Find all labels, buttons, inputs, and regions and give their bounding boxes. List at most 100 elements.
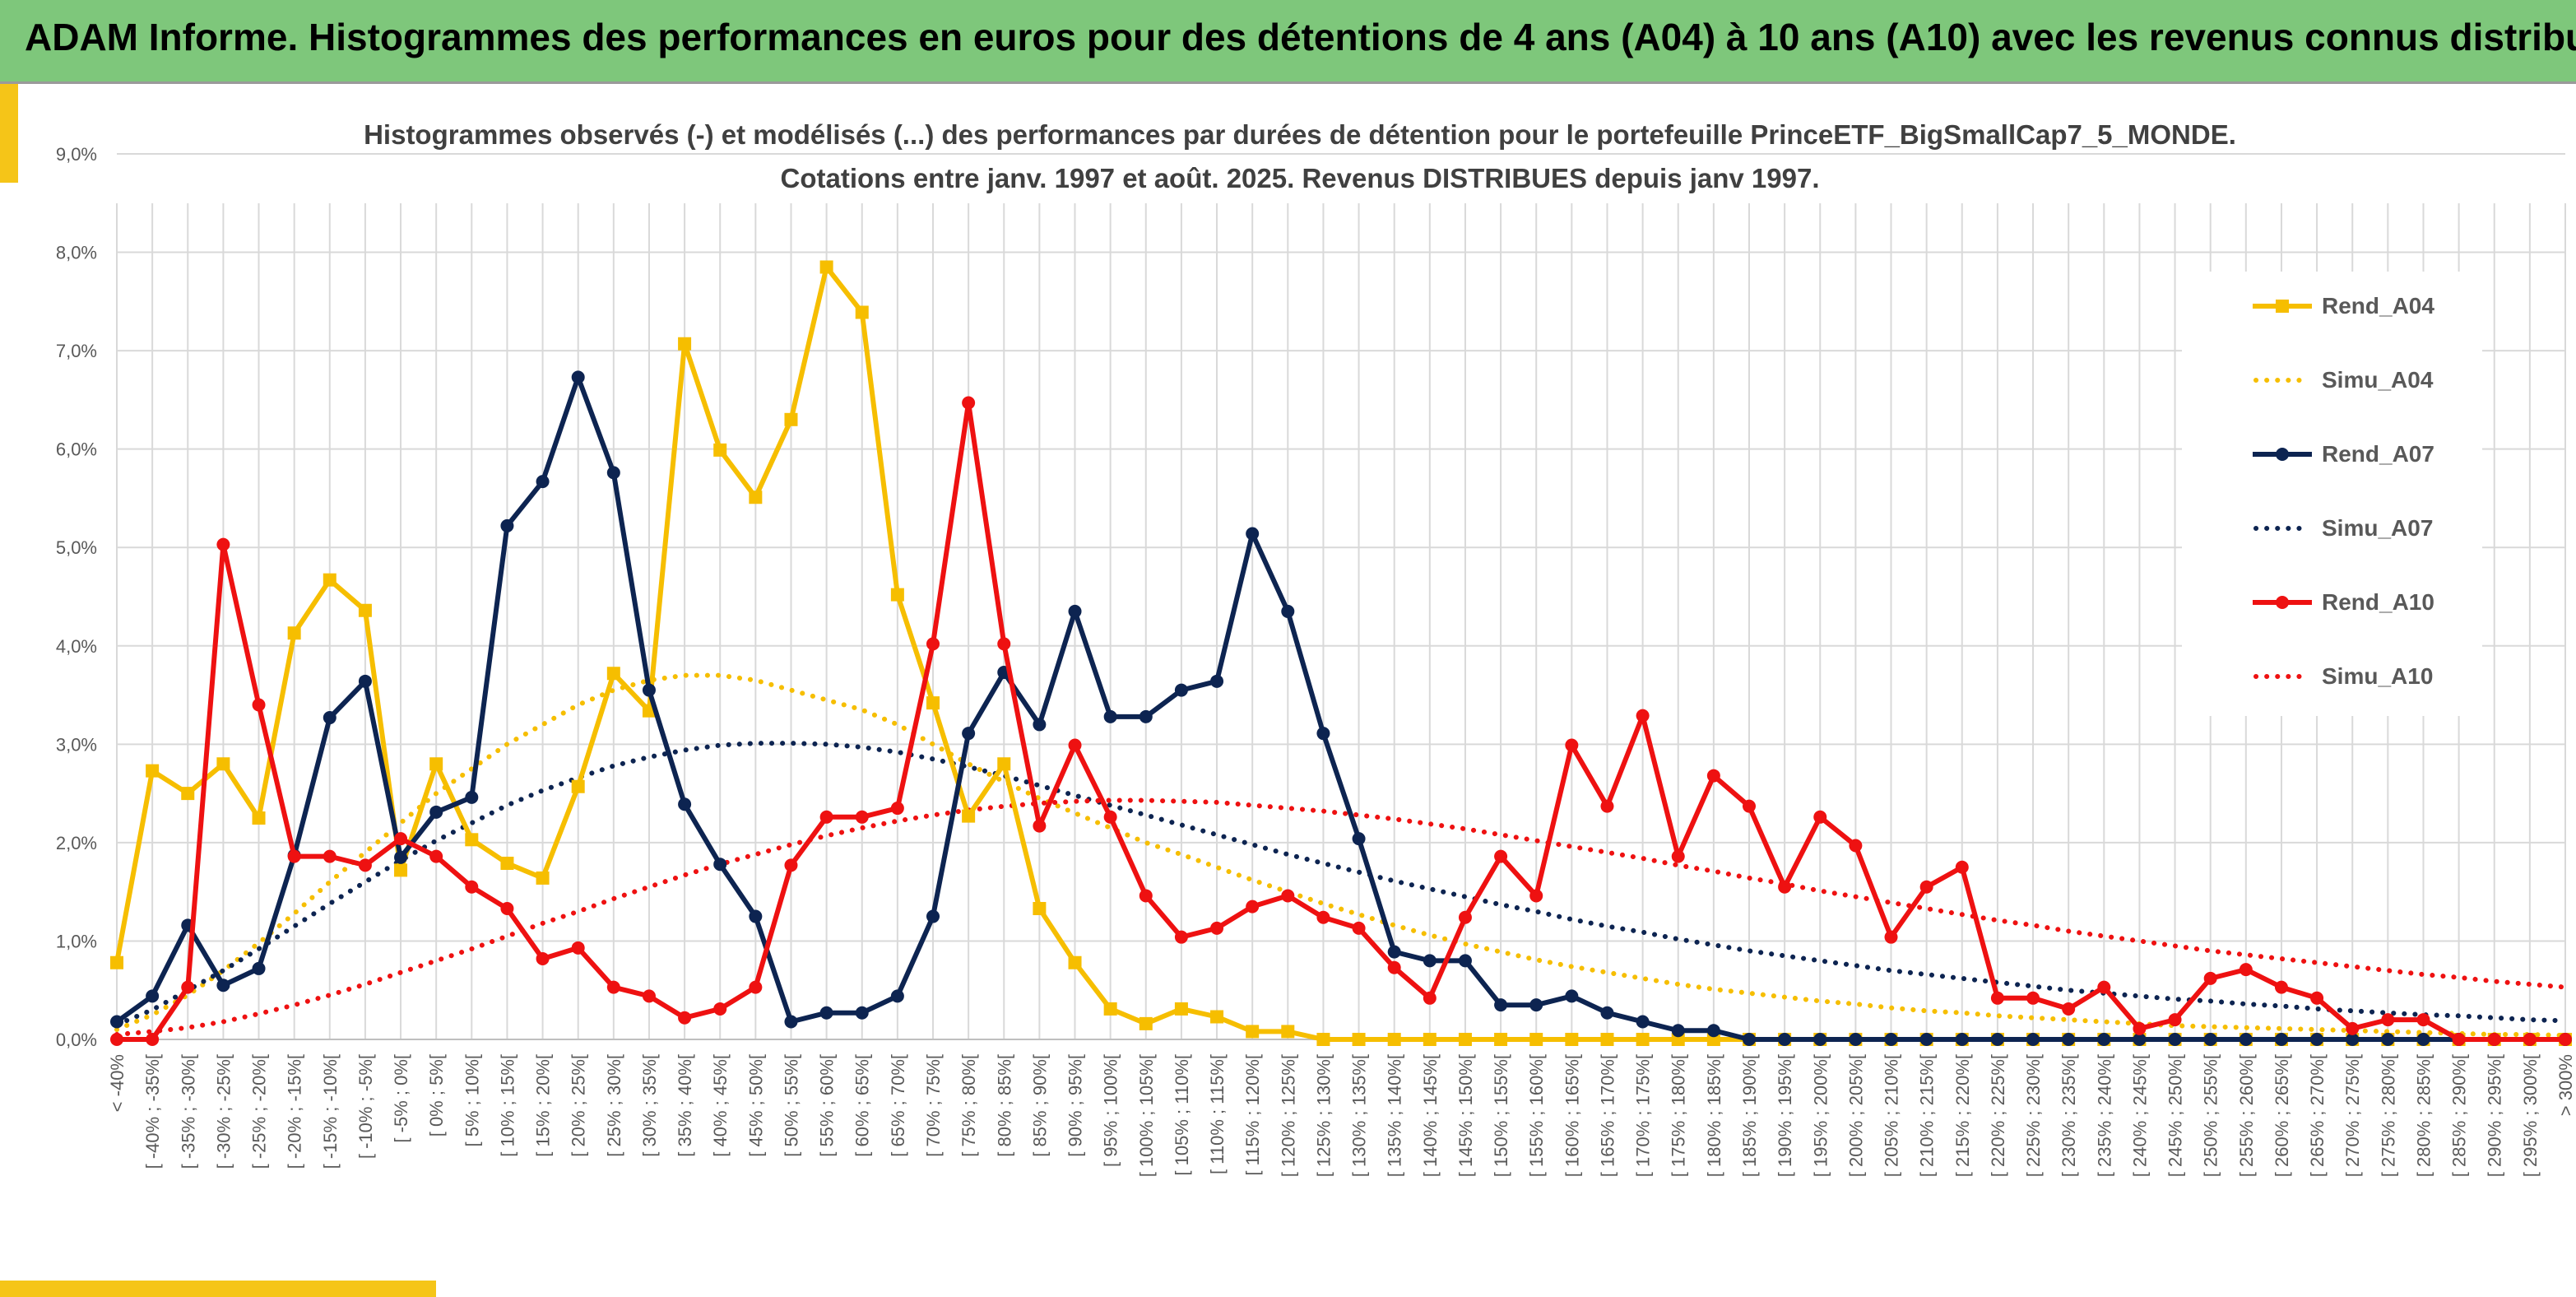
x-tick-label: [ 145% ; 150%[ (1455, 1054, 1476, 1177)
series-line (115, 374, 2565, 1042)
x-tick-label: [ 30% ; 35%[ (639, 1054, 660, 1157)
y-tick-label: 6,0% (56, 439, 97, 460)
data-point (536, 951, 550, 965)
x-tick-label: [ 55% ; 60%[ (817, 1054, 838, 1157)
data-point (606, 466, 620, 480)
data-point (713, 1002, 727, 1016)
data-point (1600, 1006, 1614, 1020)
data-point (2310, 991, 2324, 1005)
y-tick-label: 0,0% (56, 1030, 97, 1050)
data-point (1849, 839, 1863, 853)
x-tick-label: [ 45% ; 50%[ (745, 1054, 766, 1157)
data-point (819, 260, 833, 274)
x-tick-label: [ 245% ; 250%[ (2165, 1054, 2186, 1177)
data-point (749, 909, 763, 923)
accent-bar-bottom (0, 1281, 436, 1297)
data-point (1565, 1033, 1579, 1046)
data-point (2239, 1033, 2253, 1046)
x-tick-label: [ 190% ; 195%[ (1775, 1054, 1795, 1177)
legend-marker (2276, 596, 2289, 609)
x-tick-label: [ 115% ; 120%[ (1242, 1054, 1263, 1176)
series-line (117, 400, 2565, 1042)
data-point (571, 941, 585, 955)
data-point (784, 412, 798, 426)
data-point (1884, 930, 1898, 944)
x-tick-label: [ 85% ; 90%[ (1029, 1054, 1050, 1157)
x-axis: < -40% [ -40% ; -35%[[ -35% ; -30%[[ -30%… (107, 1039, 2576, 1177)
data-point (1636, 1033, 1650, 1046)
data-point (1068, 955, 1082, 969)
data-point (819, 1006, 833, 1020)
x-tick-label: [ 250% ; 255%[ (2201, 1054, 2221, 1177)
x-tick-label: [ 100% ; 105%[ (1136, 1054, 1157, 1177)
y-tick-label: 8,0% (56, 243, 97, 263)
data-point (465, 833, 479, 847)
legend-box (2182, 272, 2482, 716)
x-tick-label: [ 255% ; 260%[ (2236, 1054, 2257, 1177)
x-tick-label: [ 175% ; 180%[ (1669, 1054, 1689, 1177)
data-point (146, 764, 160, 778)
data-point (429, 757, 443, 771)
x-tick-label: [ 80% ; 85%[ (994, 1054, 1014, 1157)
data-point (146, 989, 160, 1003)
x-tick-label: [ 125% ; 130%[ (1313, 1054, 1334, 1177)
y-tick-label: 1,0% (56, 931, 97, 951)
data-point (571, 779, 585, 793)
data-point (181, 980, 195, 994)
legend-item-Simu_A04: Simu_A04 (2253, 367, 2434, 393)
data-point (1316, 910, 1330, 924)
x-tick-label: [ -25% ; -20%[ (249, 1054, 270, 1169)
x-tick-label: [ 110% ; 115%[ (1207, 1054, 1228, 1174)
data-point (146, 1033, 160, 1046)
data-point (2487, 1033, 2501, 1046)
data-point (1813, 810, 1827, 824)
data-point (358, 858, 372, 872)
x-tick-label: [ 265% ; 270%[ (2307, 1054, 2328, 1177)
legend-item-Simu_A10: Simu_A10 (2253, 663, 2433, 689)
x-tick-label: [ -5% ; 0%[ (391, 1054, 411, 1143)
data-point (252, 698, 266, 712)
data-point (536, 475, 550, 489)
data-point (429, 805, 443, 819)
x-tick-label: [ 165% ; 170%[ (1597, 1054, 1618, 1177)
x-tick-label: [ 65% ; 70%[ (888, 1054, 908, 1157)
legend: Rend_A04 Simu_A04 Rend_A07 Simu_A07 Rend_A10… (2182, 272, 2482, 716)
data-point (465, 880, 479, 894)
data-point (536, 871, 550, 885)
data-point (500, 518, 514, 532)
data-point (1423, 1033, 1437, 1046)
x-tick-label: [ 275% ; 280%[ (2378, 1054, 2398, 1177)
data-point (1458, 1033, 1472, 1046)
y-tick-label: 9,0% (56, 144, 97, 165)
data-point (2097, 980, 2111, 994)
data-point (642, 989, 656, 1003)
series-Simu_A04 (114, 672, 2568, 1039)
data-point (216, 757, 230, 771)
data-point (1139, 889, 1153, 903)
data-point (962, 727, 976, 741)
x-tick-label: [ 290% ; 295%[ (2485, 1054, 2505, 1177)
legend-marker (2276, 448, 2289, 461)
data-point (1174, 683, 1188, 697)
series-line (114, 741, 2568, 1028)
data-point (1955, 1033, 1969, 1046)
data-point (1919, 880, 1933, 894)
data-point (287, 626, 301, 640)
data-point (252, 961, 266, 975)
data-point (1990, 1033, 2004, 1046)
x-tick-label: [ 10% ; 15%[ (497, 1054, 518, 1157)
data-point (2274, 1033, 2288, 1046)
data-point (926, 696, 940, 710)
data-point (1068, 604, 1082, 618)
data-point (1246, 900, 1260, 913)
data-point (2168, 1013, 2182, 1027)
data-point (1387, 960, 1401, 974)
legend-label: Simu_A10 (2322, 663, 2433, 689)
x-tick-label: [ 205% ; 210%[ (1882, 1054, 1902, 1177)
data-point (2168, 1033, 2182, 1046)
data-point (1494, 1033, 1508, 1046)
data-point (855, 305, 869, 319)
histogram-chart: Histogrammes observés (-) et modélisés (… (56, 119, 2576, 1177)
x-tick-label: [ 35% ; 40%[ (675, 1054, 695, 1157)
data-point (500, 901, 514, 915)
